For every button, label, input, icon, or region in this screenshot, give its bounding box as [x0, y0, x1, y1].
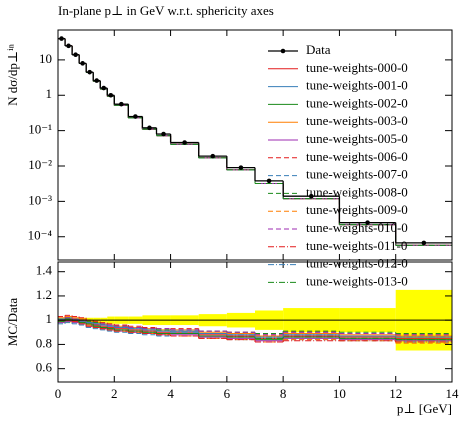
x-tick-label: 14	[446, 386, 460, 401]
y-tick-label: 10	[39, 51, 52, 66]
data-point	[161, 131, 166, 137]
legend-label: tune-weights-007-0	[306, 167, 408, 182]
legend-label: tune-weights-011-0	[306, 238, 407, 253]
x-tick-label: 10	[333, 386, 346, 401]
y-tick-label: 1	[46, 311, 53, 326]
data-point	[119, 101, 124, 107]
data-point	[101, 85, 107, 91]
ratio-axis-label: MC/Data	[5, 298, 20, 347]
y-axis-label: N dσ/dp⊥ⁱⁿ	[5, 44, 20, 106]
y-tick-label: 0.6	[36, 360, 53, 375]
data-point	[147, 125, 152, 131]
data-point	[182, 140, 187, 145]
y-tick-label: 0.8	[36, 335, 52, 350]
data-point	[59, 36, 64, 41]
ratio-plot	[58, 289, 452, 351]
data-point	[238, 165, 244, 170]
main-plot	[58, 36, 452, 246]
x-tick-label: 0	[55, 386, 62, 401]
data-point	[308, 193, 314, 199]
legend-label: tune-weights-002-0	[306, 95, 408, 110]
y-tick-label: 10⁻¹	[28, 122, 52, 137]
legend-label: tune-weights-009-0	[306, 202, 408, 217]
step-riser	[64, 38, 397, 243]
x-tick-label: 2	[111, 386, 118, 401]
x-tick-label: 8	[280, 386, 287, 401]
x-axis-label: p⊥ [GeV]	[397, 401, 452, 416]
x-tick-label: 6	[224, 386, 231, 401]
data-point	[73, 52, 78, 58]
x-tick-label: 12	[389, 386, 402, 401]
y-tick-label: 1.2	[36, 287, 52, 302]
legend-label: tune-weights-010-0	[306, 220, 408, 235]
data-point	[108, 92, 114, 98]
data-point	[365, 220, 370, 225]
y-tick-label: 1	[46, 86, 53, 101]
data-point	[133, 114, 138, 119]
legend-swatch	[280, 48, 286, 54]
y-tick-label: 10⁻³	[28, 192, 52, 207]
data-point	[210, 153, 216, 159]
data-point	[421, 240, 427, 246]
data-point	[266, 178, 272, 184]
legend-label: Data	[306, 42, 331, 57]
data-point	[87, 69, 92, 75]
data-point	[94, 78, 99, 83]
y-tick-label: 1.4	[36, 263, 53, 278]
main-frame	[57, 29, 453, 261]
legend-label: tune-weights-012-0	[306, 256, 408, 271]
legend-label: tune-weights-013-0	[306, 273, 408, 288]
ratio-frame	[57, 261, 453, 383]
legend-label: tune-weights-005-0	[306, 131, 408, 146]
legend-label: tune-weights-001-0	[306, 78, 408, 93]
data-point	[66, 43, 71, 49]
y-tick-label: 10⁻²	[28, 157, 52, 172]
x-tick-label: 4	[167, 386, 174, 401]
legend-label: tune-weights-008-0	[306, 184, 408, 199]
y-tick-label: 10⁻⁴	[28, 228, 53, 243]
legend-label: tune-weights-000-0	[306, 60, 408, 75]
legend-label: tune-weights-003-0	[306, 113, 408, 128]
legend-label: tune-weights-006-0	[306, 149, 408, 164]
chart-title: In-plane p⊥ in GeV w.r.t. sphericity axe…	[58, 3, 274, 18]
data-point	[80, 61, 85, 66]
